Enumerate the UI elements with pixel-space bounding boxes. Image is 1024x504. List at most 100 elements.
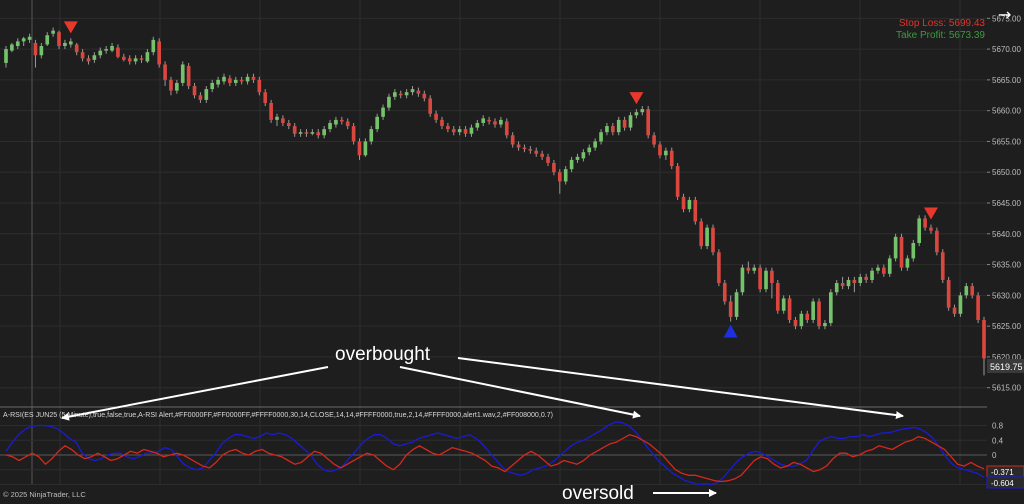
- candle: [163, 61, 167, 87]
- indicator-value-label: -0.371: [991, 468, 1014, 477]
- candle: [92, 52, 97, 63]
- candle-body: [811, 301, 815, 320]
- candle-body: [387, 96, 391, 108]
- price-tick-label: 5670.00: [992, 45, 1021, 54]
- candle: [864, 273, 868, 284]
- candle-body: [905, 258, 910, 268]
- candle-body: [298, 132, 303, 134]
- indicator-value-box: -0.604: [986, 476, 1024, 489]
- candle: [4, 46, 8, 68]
- candle-body: [669, 150, 674, 167]
- candle: [840, 276, 845, 290]
- candle-body: [864, 276, 868, 280]
- candle: [599, 129, 603, 145]
- candle-body: [705, 227, 709, 247]
- candle-body: [499, 119, 503, 125]
- indicator-axis[interactable]: 0.80.40-0.4-0.8-0.371-0.604: [986, 408, 1024, 504]
- candle-body: [251, 76, 256, 80]
- candle-body: [80, 52, 85, 59]
- candle-body: [210, 82, 215, 90]
- candle: [357, 138, 362, 160]
- candle-body: [198, 95, 203, 100]
- candle: [351, 122, 356, 145]
- candle: [398, 90, 403, 99]
- candle: [758, 264, 762, 293]
- candle: [169, 76, 173, 96]
- candle-body: [563, 169, 568, 182]
- sell-signal-marker: [629, 92, 644, 105]
- candle: [487, 116, 491, 125]
- candle: [292, 122, 297, 137]
- price-tick-label: 5645.00: [992, 199, 1021, 208]
- candle: [180, 61, 185, 87]
- candle: [416, 87, 421, 97]
- candle-body: [781, 298, 786, 311]
- candle: [669, 147, 674, 170]
- candle-body: [828, 292, 833, 324]
- candle-body: [416, 90, 421, 94]
- candle-body: [322, 129, 326, 136]
- candle: [434, 110, 438, 123]
- candle: [475, 119, 480, 131]
- stop-loss-label: Stop Loss: 5699.43: [899, 18, 986, 29]
- candle-body: [722, 283, 727, 302]
- price-axis-background: [987, 0, 1024, 407]
- candle: [693, 196, 698, 225]
- candle: [98, 47, 103, 59]
- candle: [298, 129, 303, 137]
- candle: [304, 129, 309, 137]
- candle-body: [110, 46, 114, 51]
- candle: [451, 126, 456, 136]
- candle-body: [935, 230, 939, 253]
- candle: [363, 138, 368, 157]
- candle-body: [876, 267, 880, 271]
- candle-body: [711, 227, 715, 253]
- candle-body: [693, 199, 698, 222]
- candle-body: [976, 295, 980, 320]
- candle-body: [481, 118, 486, 123]
- candle: [428, 95, 433, 117]
- candle-body: [893, 236, 898, 259]
- candle: [970, 283, 975, 299]
- candle-body: [805, 313, 810, 320]
- candle-body: [640, 109, 645, 113]
- candle-body: [351, 126, 356, 142]
- candle-body: [116, 47, 120, 57]
- candle-body: [98, 50, 103, 56]
- candle: [764, 267, 768, 293]
- overbought-annotation: overbought: [61, 344, 904, 421]
- candle-body: [870, 270, 874, 280]
- candle: [446, 122, 450, 133]
- arrow-right-icon[interactable]: →: [998, 5, 1011, 24]
- candle: [640, 106, 645, 116]
- candle: [593, 138, 597, 151]
- candle: [858, 273, 863, 287]
- candle-body: [4, 49, 8, 63]
- candle: [823, 319, 827, 330]
- price-axis[interactable]: 5675.00 5670.00 5665.00 5660.00 5655.00 5650.…: [987, 0, 1024, 407]
- oversold-label: oversold: [562, 483, 634, 504]
- candle: [964, 283, 969, 299]
- candle: [746, 261, 751, 274]
- candle-body: [982, 319, 986, 359]
- candle-body: [929, 227, 933, 231]
- candle-body: [310, 132, 315, 134]
- candle-body: [133, 58, 138, 62]
- candle: [622, 116, 627, 131]
- candle-body: [575, 156, 580, 160]
- candle-body: [393, 92, 397, 97]
- candle: [110, 42, 114, 53]
- candle: [457, 126, 462, 136]
- candle: [734, 289, 739, 320]
- candle: [958, 292, 963, 317]
- grid-lines: [0, 0, 987, 484]
- candle: [204, 86, 209, 103]
- candle: [675, 162, 680, 200]
- price-tick-label: 5655.00: [992, 137, 1021, 146]
- candle: [752, 264, 757, 274]
- candle: [563, 166, 568, 185]
- candle: [917, 215, 922, 247]
- candle-body: [334, 119, 338, 125]
- candle: [876, 264, 880, 274]
